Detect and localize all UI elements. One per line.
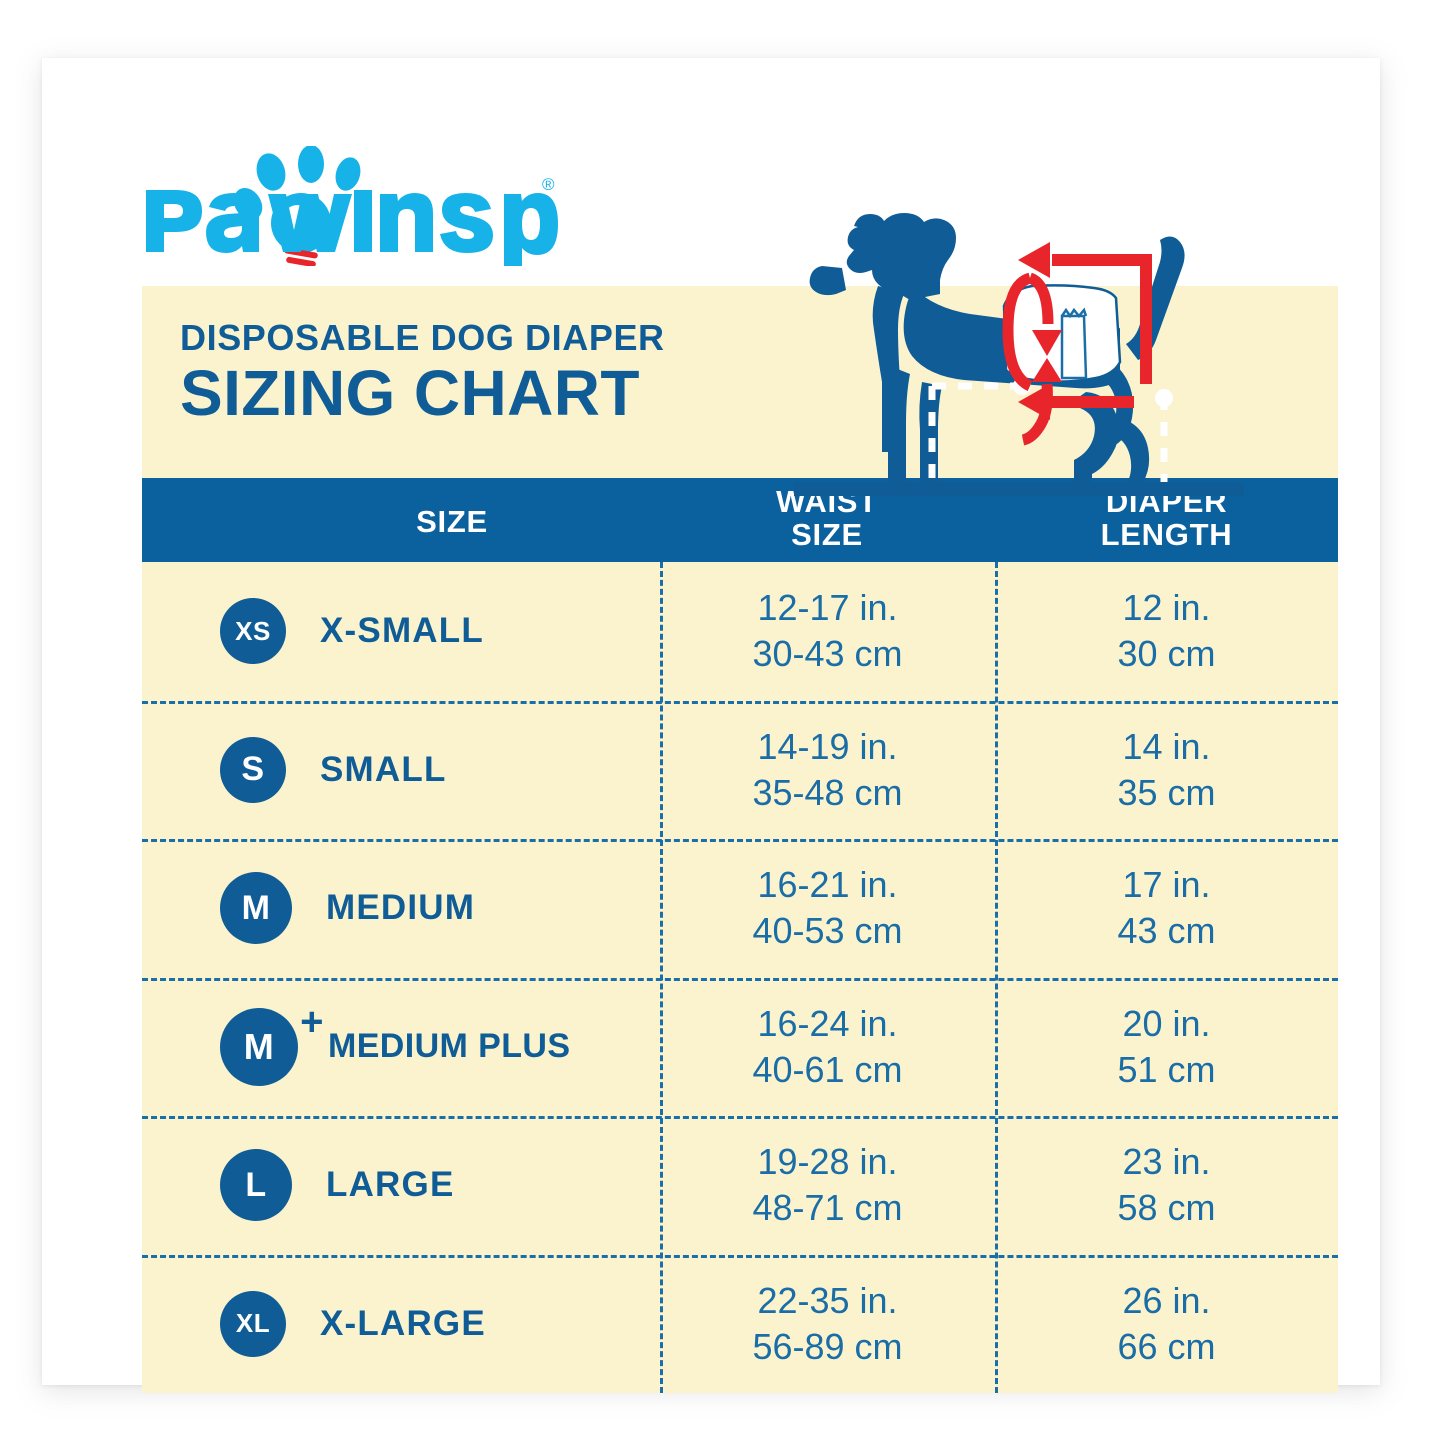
length-inches: 23 in. xyxy=(1122,1141,1211,1183)
column-header-size: SIZE xyxy=(416,504,488,539)
waist-inches: 12-17 in. xyxy=(757,587,898,629)
waist-arrowheads xyxy=(1032,330,1062,382)
length-cm: 30 cm xyxy=(1117,633,1216,675)
size-name: X-LARGE xyxy=(320,1303,486,1343)
logo-word-inspired xyxy=(354,190,558,266)
table-row[interactable]: S SMALL 14-19 in. 35-48 cm 14 in. 35 cm xyxy=(142,701,1338,840)
sizing-table: SIZE WAIST SIZE DIAPER LENGTH XS X-SMALL… xyxy=(142,478,1338,1393)
row-divider xyxy=(142,1116,1338,1119)
size-name: MEDIUM PLUS xyxy=(328,1027,571,1066)
sizing-chart-card: ® DISPOSABLE DOG DIAPER SIZING CHART xyxy=(42,58,1380,1393)
table-row[interactable]: XL X-LARGE 22-35 in. 56-89 cm 26 in. 66 … xyxy=(142,1255,1338,1394)
page-title: SIZING CHART xyxy=(180,357,640,429)
size-name: LARGE xyxy=(326,1165,455,1205)
column-header-length-line2: LENGTH xyxy=(1100,516,1233,552)
cell-size: M MEDIUM xyxy=(142,839,660,978)
cell-diaper-length: 12 in. 30 cm xyxy=(995,562,1338,701)
length-inches: 14 in. xyxy=(1122,725,1211,767)
diaper-length-arrowheads xyxy=(1018,242,1050,420)
cell-diaper-length: 17 in. 43 cm xyxy=(995,839,1338,978)
length-inches: 17 in. xyxy=(1122,864,1211,906)
title-subtitle: DISPOSABLE DOG DIAPER xyxy=(180,317,665,358)
size-badge: M + xyxy=(220,1002,324,1086)
size-badge: L xyxy=(220,1149,292,1222)
column-header-waist-line2: SIZE xyxy=(791,516,863,552)
guide-node-rear xyxy=(1155,389,1173,407)
cell-diaper-length: 26 in. 66 cm xyxy=(995,1255,1338,1394)
cell-size: XS X-SMALL xyxy=(142,562,660,701)
length-cm: 43 cm xyxy=(1117,910,1216,952)
cell-diaper-length: 23 in. 58 cm xyxy=(995,1116,1338,1255)
size-badge: M xyxy=(220,872,292,945)
cell-diaper-length: 14 in. 35 cm xyxy=(995,701,1338,840)
dog-diaper xyxy=(1002,284,1122,383)
waist-inches: 16-21 in. xyxy=(757,864,898,906)
waist-inches: 22-35 in. xyxy=(757,1279,898,1321)
waist-cm: 40-61 cm xyxy=(752,1048,903,1090)
size-badge: S xyxy=(220,736,286,803)
cell-size: S SMALL xyxy=(142,701,660,840)
row-divider xyxy=(142,839,1338,842)
diaper-length-bracket xyxy=(1052,254,1152,408)
length-cm: 66 cm xyxy=(1117,1325,1216,1367)
row-divider xyxy=(142,977,1338,981)
cell-size: XL X-LARGE xyxy=(142,1255,660,1394)
measure-guides xyxy=(928,382,1168,482)
size-badge-letter: M xyxy=(243,1025,275,1067)
table-row[interactable]: M + MEDIUM PLUS 16-24 in. 40-61 cm 20 in… xyxy=(142,978,1338,1117)
length-cm: 35 cm xyxy=(1117,771,1216,813)
waist-cm: 30-43 cm xyxy=(752,633,903,675)
cell-waist-size: 12-17 in. 30-43 cm xyxy=(660,562,995,701)
waist-cm: 40-53 cm xyxy=(752,910,903,952)
waist-measure-arrow xyxy=(1002,272,1054,392)
size-badge: XL xyxy=(220,1290,286,1357)
cell-waist-size: 14-19 in. 35-48 cm xyxy=(660,701,995,840)
logo-word-paw xyxy=(146,190,352,253)
length-cm: 51 cm xyxy=(1117,1048,1216,1090)
waist-cm: 56-89 cm xyxy=(752,1325,903,1367)
page-title-group: DISPOSABLE DOG DIAPER SIZING CHART xyxy=(180,320,880,428)
registered-mark: ® xyxy=(542,175,555,194)
table-body: XS X-SMALL 12-17 in. 30-43 cm 12 in. 30 … xyxy=(142,562,1338,1393)
waist-inches: 14-19 in. xyxy=(757,725,898,767)
waist-cm: 48-71 cm xyxy=(752,1187,903,1229)
size-name: SMALL xyxy=(320,749,447,789)
size-badge-plus-icon: + xyxy=(300,999,324,1044)
size-badge: XS xyxy=(220,598,286,665)
row-divider xyxy=(142,700,1338,704)
length-inches: 26 in. xyxy=(1122,1279,1211,1321)
size-name: X-SMALL xyxy=(320,611,484,651)
length-cm: 58 cm xyxy=(1117,1187,1216,1229)
table-row[interactable]: XS X-SMALL 12-17 in. 30-43 cm 12 in. 30 … xyxy=(142,562,1338,701)
length-inches: 20 in. xyxy=(1122,1002,1211,1044)
cell-waist-size: 16-21 in. 40-53 cm xyxy=(660,839,995,978)
length-inches: 12 in. xyxy=(1122,587,1211,629)
waist-inches: 16-24 in. xyxy=(757,1002,898,1044)
cell-size: L LARGE xyxy=(142,1116,660,1255)
table-row[interactable]: L LARGE 19-28 in. 48-71 cm 23 in. 58 cm xyxy=(142,1116,1338,1255)
cell-size: M + MEDIUM PLUS xyxy=(142,978,660,1117)
waist-inches: 19-28 in. xyxy=(757,1141,898,1183)
size-name: MEDIUM xyxy=(326,888,476,928)
row-divider xyxy=(142,1254,1338,1258)
cell-waist-size: 22-35 in. 56-89 cm xyxy=(660,1255,995,1394)
table-row[interactable]: M MEDIUM 16-21 in. 40-53 cm 17 in. 43 cm xyxy=(142,839,1338,978)
cell-waist-size: 16-24 in. 40-61 cm xyxy=(660,978,995,1117)
cell-diaper-length: 20 in. 51 cm xyxy=(995,978,1338,1117)
waist-cm: 35-48 cm xyxy=(752,771,903,813)
cell-waist-size: 19-28 in. 48-71 cm xyxy=(660,1116,995,1255)
brand-logo: ® xyxy=(138,146,558,266)
dog-measurement-illustration xyxy=(794,196,1244,496)
